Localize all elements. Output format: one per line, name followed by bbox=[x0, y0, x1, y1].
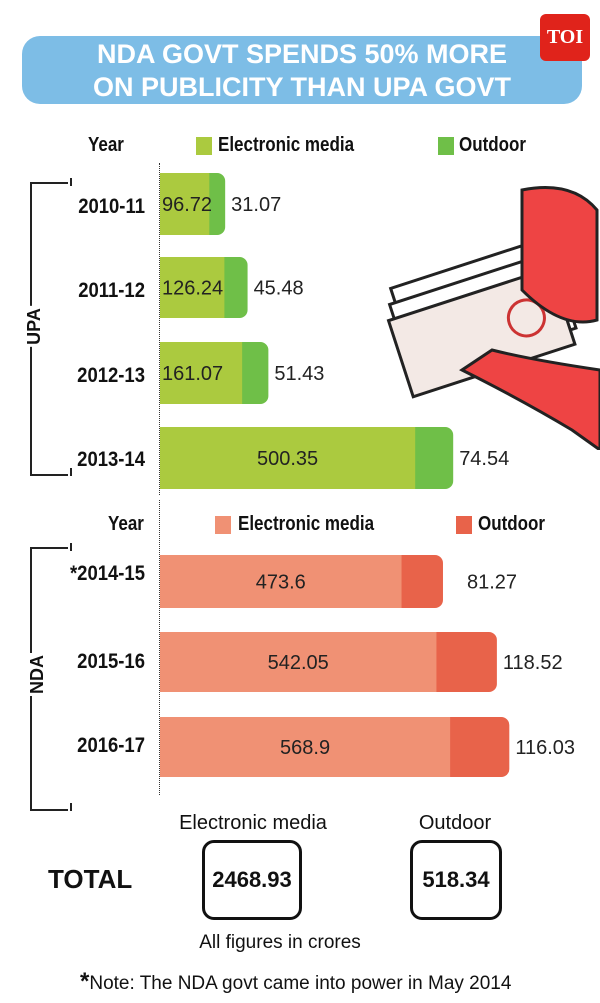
year-label: 2010-11 bbox=[78, 195, 145, 218]
footnote-star: * bbox=[80, 968, 90, 995]
bar-electronic-2013-14 bbox=[160, 427, 416, 489]
label-outdoor: 81.27 bbox=[467, 572, 517, 594]
legend-swatch-outdoor-nda bbox=[456, 516, 472, 534]
total-electronic-label: Electronic media bbox=[179, 812, 327, 834]
toi-logo: TOI bbox=[540, 14, 590, 61]
bar-electronic-2010-11 bbox=[160, 173, 210, 235]
year-label: 2013-14 bbox=[77, 448, 145, 471]
footnote: *Note: The NDA govt came into power in M… bbox=[80, 968, 511, 996]
upa-axis bbox=[159, 163, 160, 495]
label-electronic: 500.35 bbox=[257, 448, 318, 470]
bar-chart: 96.72 31.07 126.24 45.48 161.07 51.43 500.35 74… bbox=[160, 173, 575, 777]
legend-swatch-outdoor bbox=[438, 137, 454, 155]
bar-electronic-2016-17 bbox=[160, 717, 451, 777]
label-outdoor: 45.48 bbox=[254, 278, 304, 300]
year-label: 2015-16 bbox=[77, 650, 145, 673]
label-electronic: 126.24 bbox=[162, 278, 223, 300]
title-line-1: NDA GOVT SPENDS 50% MORE bbox=[96, 39, 508, 69]
label-electronic: 568.9 bbox=[280, 737, 330, 759]
year-label: *2014-15 bbox=[69, 562, 145, 585]
total-label: TOTAL bbox=[48, 864, 133, 894]
bar-outdoor-2015-16 bbox=[426, 632, 497, 692]
legend-swatch-electronic-nda bbox=[215, 516, 231, 534]
legend-outdoor-nda: Outdoor bbox=[478, 513, 546, 535]
bar-electronic-2012-13 bbox=[160, 342, 243, 404]
total-outdoor-value: 518.34 bbox=[410, 840, 502, 920]
label-outdoor: 116.03 bbox=[515, 737, 575, 759]
bar-outdoor-2013-14 bbox=[405, 427, 454, 489]
title-line-2: ON PUBLICITY THAN UPA GOVT bbox=[92, 72, 511, 102]
label-outdoor: 118.52 bbox=[503, 652, 563, 674]
upa-year-header: Year bbox=[88, 134, 124, 156]
bar-outdoor-2014-15 bbox=[391, 555, 443, 608]
nda-year-header: Year bbox=[108, 513, 144, 535]
label-outdoor: 74.54 bbox=[459, 448, 509, 470]
label-outdoor: 31.07 bbox=[231, 194, 281, 216]
year-label: 2016-17 bbox=[77, 734, 145, 757]
units-note: All figures in crores bbox=[199, 932, 361, 953]
label-electronic: 542.05 bbox=[268, 652, 329, 674]
bracket-tick bbox=[70, 178, 72, 186]
nda-axis bbox=[159, 500, 160, 795]
bracket-tick bbox=[70, 543, 72, 551]
label-outdoor: 51.43 bbox=[274, 363, 324, 385]
footnote-text: Note: The NDA govt came into power in Ma… bbox=[89, 973, 512, 994]
bracket-tick bbox=[70, 803, 72, 811]
legend-outdoor: Outdoor bbox=[459, 134, 527, 156]
money-hand-illustration bbox=[386, 186, 600, 450]
bar-electronic-2014-15 bbox=[160, 555, 402, 608]
bar-outdoor-2016-17 bbox=[440, 717, 510, 777]
label-electronic: 96.72 bbox=[162, 194, 212, 216]
label-electronic: 161.07 bbox=[162, 363, 223, 385]
bracket-tick bbox=[70, 468, 72, 476]
total-outdoor-label: Outdoor bbox=[418, 812, 492, 834]
bar-electronic-2015-16 bbox=[160, 632, 437, 692]
total-electronic-value: 2468.93 bbox=[202, 840, 302, 920]
year-label: 2012-13 bbox=[77, 364, 145, 387]
legend-electronic: Electronic media bbox=[218, 134, 355, 156]
year-label: 2011-12 bbox=[78, 279, 145, 302]
legend-electronic-nda: Electronic media bbox=[238, 513, 375, 535]
label-electronic: 473.6 bbox=[256, 572, 306, 594]
title-banner: NDA GOVT SPENDS 50% MORE ON PUBLICITY TH… bbox=[22, 36, 582, 104]
bar-electronic-2011-12 bbox=[160, 257, 225, 318]
legend-swatch-electronic bbox=[196, 137, 212, 155]
